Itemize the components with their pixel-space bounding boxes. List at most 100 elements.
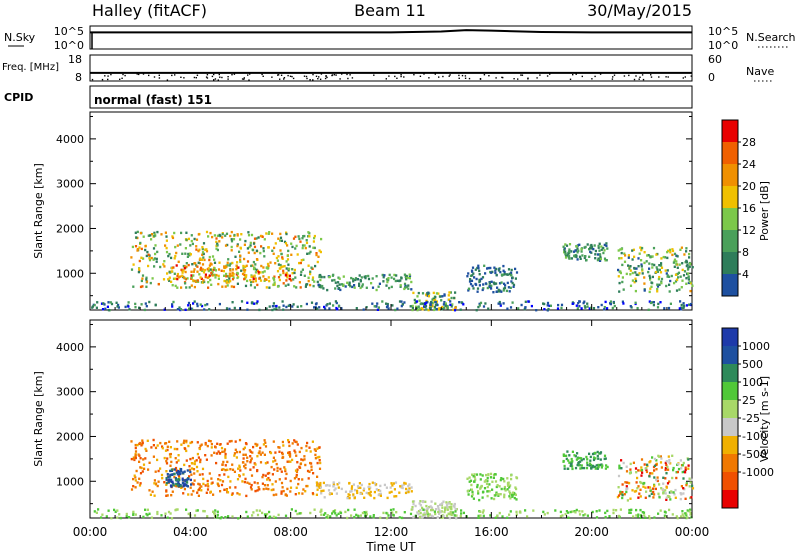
range-cell <box>599 259 602 262</box>
range-cell <box>648 267 651 270</box>
range-cell <box>274 516 277 519</box>
range-cell <box>618 290 621 293</box>
range-cell <box>181 477 184 480</box>
range-cell <box>612 508 615 512</box>
range-cell <box>287 440 290 444</box>
nave-point <box>641 74 644 76</box>
range-cell <box>648 486 651 489</box>
range-cell <box>156 458 159 462</box>
range-cell <box>253 274 256 277</box>
range-cell <box>297 492 301 495</box>
range-cell <box>497 288 500 292</box>
range-cell <box>314 457 317 460</box>
range-cell <box>477 264 480 267</box>
range-cell <box>337 512 340 515</box>
range-cell <box>336 284 339 288</box>
range-cell <box>179 472 182 475</box>
range-cell <box>664 461 667 465</box>
range-cell <box>686 263 689 266</box>
range-cell <box>348 482 351 485</box>
range-cell <box>134 450 138 453</box>
range-cell <box>434 502 437 505</box>
range-cell <box>671 476 674 480</box>
range-cell <box>408 487 411 490</box>
range-cell <box>628 511 631 514</box>
range-cell <box>497 269 501 272</box>
range-cell <box>634 279 638 283</box>
range-cell <box>680 467 683 470</box>
nave-point <box>428 77 430 79</box>
range-cell <box>495 290 498 293</box>
range-cell <box>176 274 179 278</box>
range-cell <box>629 462 632 466</box>
range-cell <box>623 493 626 496</box>
range-cell <box>449 303 452 306</box>
range-cell <box>277 513 280 517</box>
range-cell <box>195 248 198 251</box>
range-cell <box>617 275 620 278</box>
range-cell <box>689 262 692 266</box>
range-cell <box>293 285 296 288</box>
range-cell <box>618 467 621 470</box>
range-cell <box>196 491 199 494</box>
nave-point <box>501 76 503 79</box>
range-cell <box>387 514 390 517</box>
range-cell <box>498 300 501 304</box>
range-cell <box>106 305 109 308</box>
range-cell <box>293 271 296 275</box>
range-cell <box>114 510 117 513</box>
range-cell <box>564 243 567 246</box>
range-cell <box>313 246 316 250</box>
range-cell <box>211 270 214 274</box>
range-cell <box>675 476 678 480</box>
range-cell <box>156 510 159 514</box>
range-cell <box>599 255 602 259</box>
range-cell <box>430 500 433 503</box>
range-cell <box>177 469 180 473</box>
colorbar-segment <box>722 328 738 347</box>
range-cell <box>602 251 605 255</box>
range-cell <box>233 454 236 457</box>
range-cell <box>259 461 263 464</box>
range-cell <box>621 491 624 494</box>
range-cell <box>161 445 164 448</box>
range-cell <box>291 272 294 275</box>
range-cell <box>633 281 636 284</box>
range-cell <box>285 267 288 270</box>
nave-point <box>413 74 415 76</box>
range-cell <box>271 232 274 235</box>
range-cell <box>568 454 571 457</box>
range-cell <box>200 258 203 261</box>
nsearch-tick-bottom: 10^0 <box>708 39 738 52</box>
range-cell <box>287 263 290 266</box>
nave-point <box>458 77 460 79</box>
nave-point <box>488 75 490 77</box>
nave-point <box>527 77 529 79</box>
range-cell <box>190 234 193 237</box>
range-cell <box>482 514 485 518</box>
range-cell <box>269 261 272 264</box>
nave-point <box>305 75 308 78</box>
range-cell <box>192 302 195 305</box>
range-cell <box>567 250 570 253</box>
range-cell <box>635 481 638 484</box>
range-cell <box>405 275 408 278</box>
range-cell <box>207 286 210 289</box>
range-cell <box>216 248 219 252</box>
range-cell <box>498 282 502 285</box>
range-cell <box>619 270 622 273</box>
range-cell <box>153 231 156 235</box>
range-cell <box>256 269 260 273</box>
nave-point <box>434 73 436 75</box>
range-cell <box>295 440 298 444</box>
range-cell <box>585 466 589 470</box>
range-cell <box>174 484 177 487</box>
range-cell <box>221 232 224 236</box>
range-cell <box>506 488 509 491</box>
range-cell <box>284 477 287 480</box>
range-cell <box>171 303 174 306</box>
range-cell <box>548 304 551 307</box>
range-cell <box>232 238 236 241</box>
range-cell <box>227 515 230 518</box>
range-cell <box>503 495 506 499</box>
